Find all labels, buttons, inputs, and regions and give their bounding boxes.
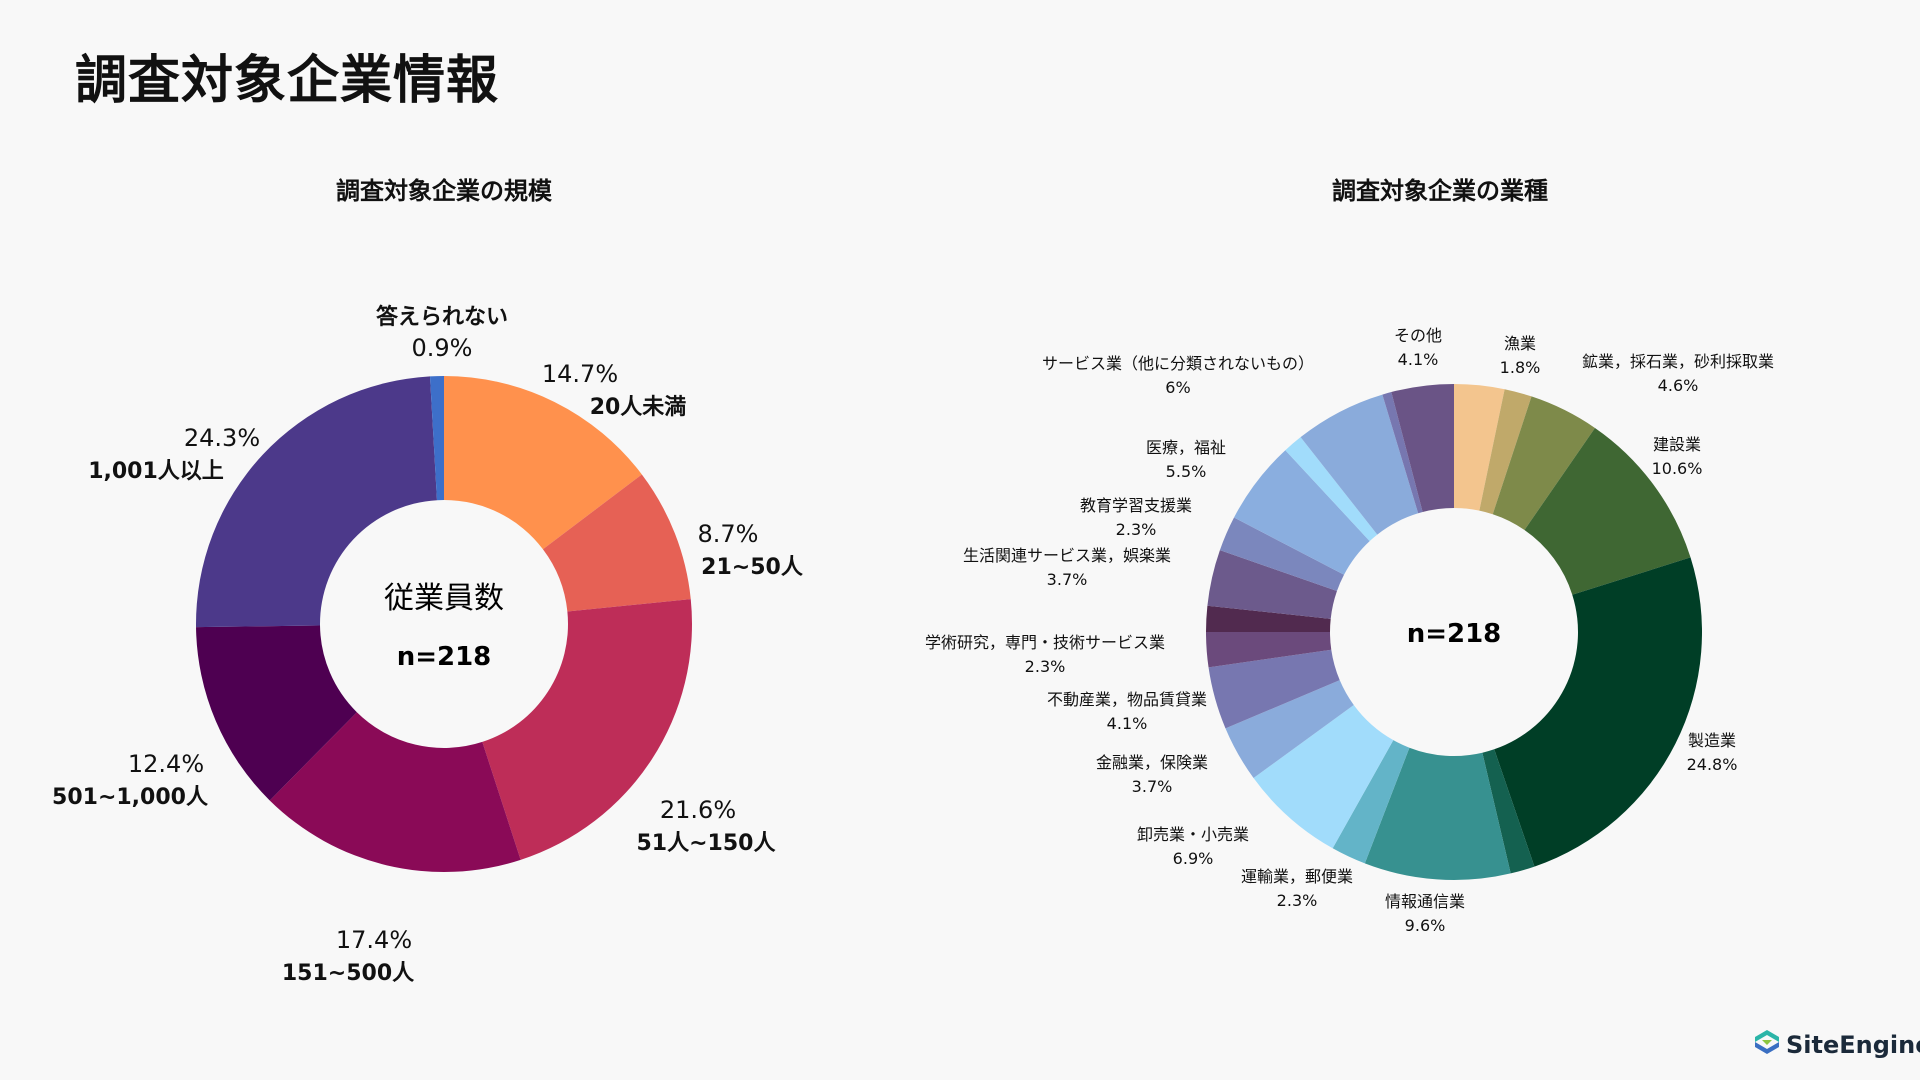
chart2-pct-13: 3.7% [1047, 570, 1088, 589]
chart2-pct-6: 9.6% [1405, 916, 1446, 935]
chart1-pct-4: 12.4% [128, 750, 204, 778]
chart1-pct-1: 8.7% [698, 520, 759, 548]
chart2-label-6: 情報通信業 [1385, 892, 1465, 911]
chart2-label-3: 建設業 [1653, 435, 1701, 454]
chart2-pct-8: 6.9% [1173, 849, 1214, 868]
chart1-pct-2: 21.6% [660, 796, 736, 824]
chart2-label-15: 医療，福祉 [1146, 438, 1226, 457]
chart2-slice-8 [1253, 705, 1394, 849]
chart2-pct-4: 24.8% [1687, 755, 1738, 774]
chart2-slice-11 [1206, 632, 1332, 668]
chart2-slice-15 [1234, 450, 1370, 575]
chart1-pct-6: 0.9% [412, 334, 473, 362]
chart2-slice-9 [1225, 680, 1354, 779]
chart1-pct-5: 24.3% [184, 424, 260, 452]
chart1-slice-0 [444, 376, 642, 550]
chart2-pct-15: 5.5% [1166, 462, 1207, 481]
chart1-slice-4 [196, 625, 357, 801]
chart1-slice-3 [269, 712, 521, 872]
chart2-label-11: 学術研究，専門・技術サービス業 [925, 633, 1165, 652]
chart1-label-0: 20人未満 [590, 394, 687, 420]
chart2-slice-10 [1208, 649, 1340, 729]
chart1-label-4: 501~1,000人 [52, 785, 208, 810]
chart2-slice-0 [1454, 384, 1505, 511]
chart2-slice-1 [1479, 389, 1532, 515]
chart2-slice-7 [1332, 740, 1410, 864]
chart2-pct-7: 2.3% [1277, 891, 1318, 910]
chart1-slice-5 [196, 376, 437, 628]
chart1-slice-6 [429, 376, 444, 501]
chart2-label-17: サービス業（他に分類されないもの） [1042, 354, 1314, 373]
chart1-label-2: 51人~150人 [637, 831, 776, 856]
chart2-slice-14 [1219, 517, 1345, 592]
chart2-label-14: 教育学習支援業 [1080, 496, 1192, 515]
chart1-label-3: 151~500人 [282, 961, 414, 986]
chart1-center-label: 従業員数 [384, 581, 504, 616]
chart2-label-9: 金融業，保険業 [1096, 753, 1208, 772]
chart1-label-5: 1,001人以上 [88, 459, 224, 484]
chart2-label-8: 卸売業・小売業 [1137, 825, 1249, 844]
chart2-pct-1: 4.6% [1658, 376, 1699, 395]
chart2-slice-13 [1207, 550, 1337, 619]
chart2-slice-12 [1206, 605, 1331, 632]
chart2-center-n: n=218 [1407, 619, 1502, 649]
chart2-pct-17: 6% [1165, 378, 1190, 397]
chart2-label-4: 製造業 [1688, 731, 1736, 750]
chart2-label-7: 運輸業，郵便業 [1241, 867, 1353, 886]
chart1-label-6: 答えられない [376, 304, 508, 330]
logo-text: SiteEngine [1786, 1031, 1920, 1059]
chart1-slice-2 [482, 599, 692, 860]
page-title: 調査対象企業情報 [75, 51, 500, 111]
chart2-label-10: 不動産業，物品賃貸業 [1047, 690, 1207, 709]
chart2-slice-6 [1364, 747, 1511, 880]
chart2-pct-10: 4.1% [1107, 714, 1148, 733]
chart2-label-1: 鉱業，採石業，砂利採取業 [1582, 352, 1774, 371]
chart1-slice-1 [542, 474, 691, 612]
chart2-slice-2 [1492, 396, 1595, 530]
chart2-label-0: 漁業 [1504, 334, 1536, 353]
chart2-slice-3 [1524, 427, 1691, 595]
chart2-slice-5 [1482, 749, 1535, 874]
chart2-slice-17 [1300, 394, 1419, 535]
chart2-pct-14: 2.3% [1116, 520, 1157, 539]
chart1-pct-3: 17.4% [336, 926, 412, 954]
siteengine-logo-icon [1752, 1028, 1782, 1062]
chart-title-size: 調査対象企業の規模 [336, 177, 552, 205]
chart1-pct-0: 14.7% [542, 360, 618, 388]
chart2-label-13: 生活関連サービス業，娯楽業 [963, 546, 1171, 565]
chart1-center-n: n=218 [397, 642, 492, 672]
chart-title-industry: 調査対象企業の業種 [1332, 177, 1548, 205]
chart2-pct-0: 1.8% [1500, 358, 1541, 377]
chart2-slice-4 [1494, 557, 1703, 867]
chart2-slice-16 [1285, 437, 1378, 542]
chart2-pct-19: 4.1% [1398, 350, 1439, 369]
chart2-pct-11: 2.3% [1025, 657, 1066, 676]
chart2-slice-18 [1382, 392, 1423, 514]
chart2-label-19: その他 [1394, 326, 1442, 345]
chart2-slice-19 [1391, 384, 1454, 513]
chart1-label-1: 21~50人 [701, 555, 803, 580]
siteengine-logo: SiteEngine [1752, 1028, 1920, 1062]
chart2-pct-9: 3.7% [1132, 777, 1173, 796]
chart2-pct-3: 10.6% [1652, 459, 1703, 478]
